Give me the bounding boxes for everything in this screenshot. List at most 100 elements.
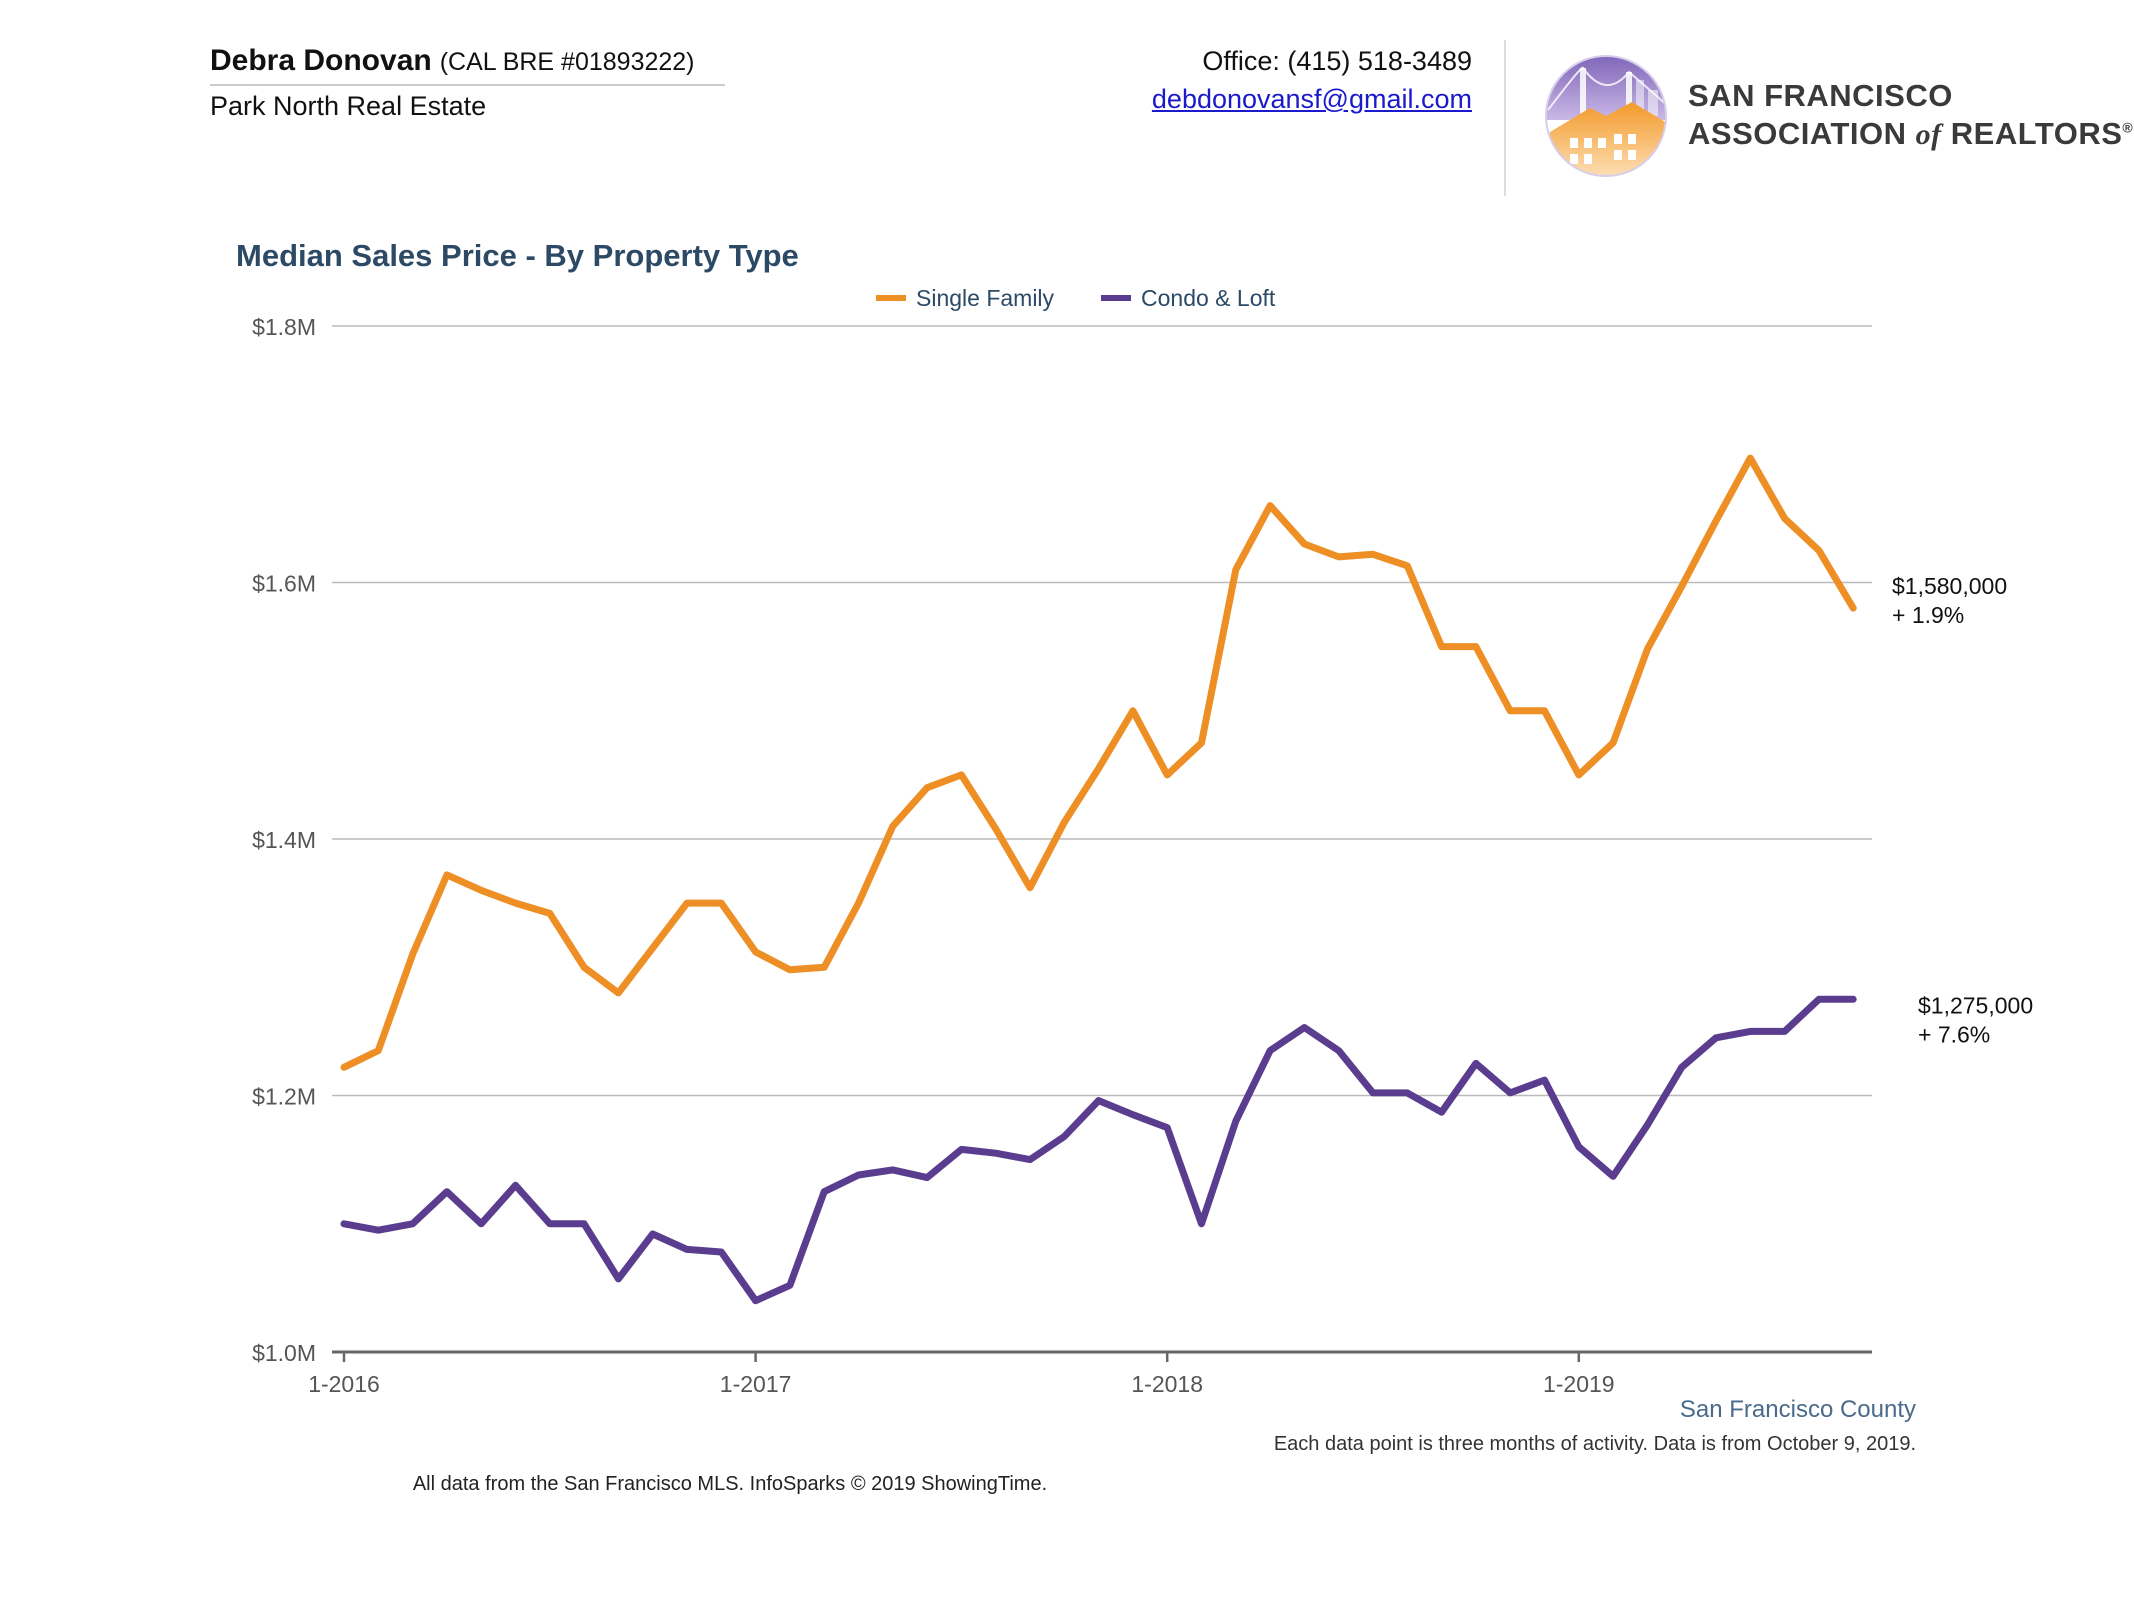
data-point [478,887,485,894]
brokerage-name: Park North Real Estate [210,91,487,121]
data-point [1027,884,1034,891]
data-point [1198,1220,1205,1227]
data-point [786,966,793,973]
data-point [546,910,553,917]
chart-gridlines [332,325,1872,1097]
data-point [1370,1089,1377,1096]
data-point [889,1166,896,1173]
data-point [1061,1133,1068,1140]
header-divider [210,84,725,86]
data-point [546,1220,553,1227]
data-point [992,825,999,832]
data-point [718,1248,725,1255]
data-point [786,1282,793,1289]
data-point [1575,771,1582,778]
data-point [1267,1047,1274,1054]
data-point [1095,765,1102,772]
chart-axes: $1.0M $1.2M $1.4M $1.6M $1.8M 1-2016 1-2017 1-2… [252,314,1872,1397]
data-point [1747,1028,1754,1035]
data-point [443,871,450,878]
legend-label: Single Family [916,285,1055,311]
data-point [1335,1047,1342,1054]
data-point [1644,646,1651,653]
data-point [478,1220,485,1227]
data-point [958,771,965,778]
data-point [1678,1064,1685,1071]
data-point [512,1182,519,1189]
data-point [1713,517,1720,524]
data-point [443,1188,450,1195]
logo-text-association: ASSOCIATION [1688,116,1907,151]
data-point [615,989,622,996]
data-point [1541,707,1548,714]
logo-registered-mark: ® [2122,119,2134,136]
data-point [649,945,656,952]
data-point [1747,455,1754,462]
data-point [1027,1156,1034,1163]
x-tick-label: 1-2018 [1131,1371,1203,1397]
data-point [581,1220,588,1227]
data-source: All data from the San Francisco MLS. Inf… [412,1473,1048,1495]
data-point [1335,553,1342,560]
data-point [1610,1173,1617,1180]
data-point [1301,1024,1308,1031]
data-note: Each data point is three months of activ… [1273,1433,1916,1455]
data-point [1404,1089,1411,1096]
email-link[interactable]: debdonovansf@gmail.com [1151,84,1472,114]
data-point [924,784,931,791]
data-point [1232,566,1239,573]
data-point [615,1275,622,1282]
data-point [1575,1143,1582,1150]
data-point [1713,1034,1720,1041]
logo-text-line2: ASSOCIATION of REALTORS® [1688,116,2133,152]
x-tick-label: 1-2019 [1543,1371,1615,1397]
data-point [1815,996,1822,1003]
chart-series [340,454,1857,1305]
data-point [375,1227,382,1234]
data-point [1850,996,1857,1003]
data-point [581,964,588,971]
series-line [340,995,1857,1305]
legend-label: Condo & Loft [1141,285,1276,311]
end-change-label: + 7.6% [1918,1021,1990,1047]
end-value-label: $1,580,000 [1892,573,2007,599]
chart-legend: Single Family Condo & Loft [876,285,1276,311]
data-point [649,1231,656,1238]
data-point [1507,1089,1514,1096]
data-point [684,900,691,907]
data-point [1438,643,1445,650]
office-phone: Office: (415) 518-3489 [1202,46,1472,76]
data-point [718,900,725,907]
data-point [752,948,759,955]
data-point [924,1174,931,1181]
data-point [1507,707,1514,714]
data-point [855,1172,862,1179]
header-vertical-divider [1504,40,1506,196]
data-point [1404,562,1411,569]
data-point [1164,771,1171,778]
chart-end-labels: $1,580,000 + 1.9% $1,275,000 + 7.6% [1892,573,2033,1047]
data-point [375,1047,382,1054]
data-point [1472,1060,1479,1067]
data-point [1781,515,1788,522]
agent-name: Debra Donovan (CAL BRE #01893222) [210,44,695,78]
data-point [1129,1111,1136,1118]
data-point [992,1150,999,1157]
data-point [1438,1109,1445,1116]
end-change-label: + 1.9% [1892,602,1964,628]
data-point [1061,819,1068,826]
y-tick-label: $1.6M [252,571,316,597]
data-point [1095,1097,1102,1104]
end-value-label: $1,275,000 [1918,992,2033,1018]
data-point [1644,1121,1651,1128]
data-point [855,900,862,907]
data-point [684,1246,691,1253]
data-point [409,1220,416,1227]
data-point [1678,583,1685,590]
y-tick-label: $1.4M [252,827,316,853]
county-label: San Francisco County [1679,1396,1916,1423]
chart-title: Median Sales Price - By Property Type [236,238,799,273]
logo-text-realtors: REALTORS [1950,116,2123,151]
x-tick-label: 1-2017 [720,1371,792,1397]
